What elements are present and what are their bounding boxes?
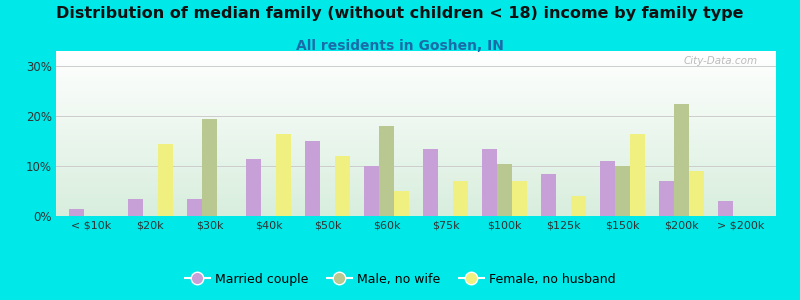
Bar — [571, 196, 586, 216]
Bar — [659, 181, 674, 216]
Bar — [482, 148, 497, 216]
Text: All residents in Goshen, IN: All residents in Goshen, IN — [296, 39, 504, 53]
Legend: Married couple, Male, no wife, Female, no husband: Married couple, Male, no wife, Female, n… — [180, 268, 620, 291]
Bar — [497, 164, 512, 216]
Bar — [306, 141, 320, 216]
Bar — [423, 148, 438, 216]
Bar — [187, 199, 202, 216]
Bar — [689, 171, 704, 216]
Bar — [601, 161, 615, 216]
Bar — [202, 118, 217, 216]
Bar — [718, 201, 734, 216]
Bar — [128, 199, 143, 216]
Bar — [335, 156, 350, 216]
Bar — [615, 166, 630, 216]
Text: City-Data.com: City-Data.com — [684, 56, 758, 66]
Bar — [453, 181, 468, 216]
Bar — [630, 134, 645, 216]
Bar — [542, 173, 556, 216]
Bar — [158, 143, 173, 216]
Text: Distribution of median family (without children < 18) income by family type: Distribution of median family (without c… — [56, 6, 744, 21]
Bar — [364, 166, 379, 216]
Bar — [674, 103, 689, 216]
Bar — [394, 191, 409, 216]
Bar — [512, 181, 526, 216]
Bar — [379, 126, 394, 216]
Bar — [246, 158, 261, 216]
Bar — [70, 208, 84, 216]
Bar — [276, 134, 290, 216]
